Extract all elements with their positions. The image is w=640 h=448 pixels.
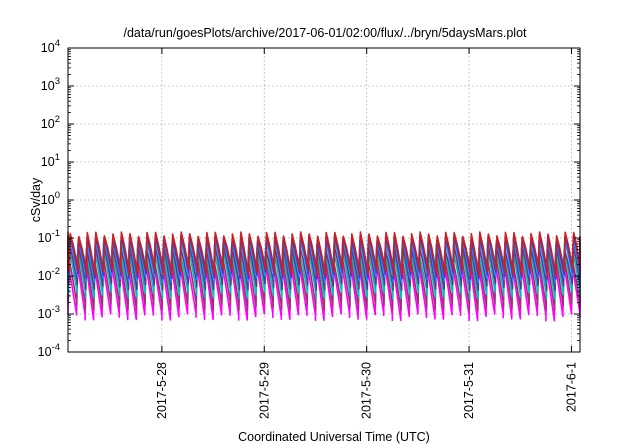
x-tick-label: 2017-5-31 [462, 362, 476, 419]
x-tick-label: 2017-5-28 [155, 362, 169, 419]
x-tick-labels: 2017-5-28 2017-5-29 2017-5-30 2017-5-31 2017… [155, 362, 579, 419]
y-tick-label: 101 [41, 152, 60, 169]
y-tick-label: 10-1 [38, 228, 60, 245]
x-tick-label: 2017-5-30 [360, 362, 374, 419]
series-layer [67, 231, 581, 322]
y-tick-label: 103 [41, 76, 60, 93]
y-tick-label: 10-3 [38, 304, 60, 321]
y-tick-label: 104 [41, 38, 60, 55]
y-tick-label: 10-4 [38, 342, 60, 359]
series-line [67, 242, 581, 292]
y-tick-label: 102 [41, 114, 60, 131]
y-axis-label: cSv/day [29, 177, 43, 222]
series-line [67, 247, 581, 300]
series-line [67, 231, 581, 277]
y-tick-labels: 10-4 10-3 10-2 10-1 100 101 102 103 104 [38, 38, 60, 359]
y-tick-label: 100 [41, 190, 60, 207]
x-tick-label: 2017-5-29 [257, 362, 271, 419]
y-tick-label: 10-2 [38, 266, 60, 283]
x-axis-label: Coordinated Universal Time (UTC) [238, 430, 430, 444]
chart-title: /data/run/goesPlots/archive/2017-06-01/0… [123, 26, 527, 40]
x-tick-label: 2017-6-1 [564, 362, 578, 412]
ticks [68, 47, 580, 353]
